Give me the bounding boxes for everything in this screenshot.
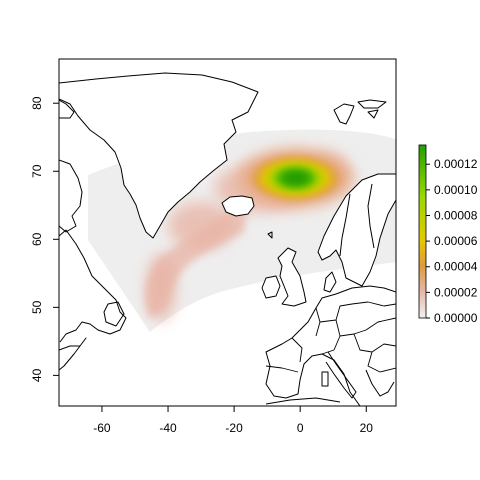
europe-outline [265, 285, 396, 406]
legend-tick-label: 0.00006 [434, 234, 478, 248]
y-axis: 40 50 60 70 80 [30, 96, 59, 382]
x-axis: -60 -40 -20 0 20 [93, 406, 373, 435]
norway-sweden-border [339, 193, 351, 257]
baffin-outline [59, 159, 83, 233]
denmark-outline [323, 271, 337, 293]
y-tick-label: 80 [30, 96, 44, 110]
iceland-outline [221, 195, 255, 217]
x-tick-label: -20 [225, 421, 243, 435]
y-tick-label: 50 [30, 300, 44, 314]
italy-outline [325, 351, 357, 399]
x-tick-label: 0 [297, 421, 304, 435]
finland-border [367, 183, 375, 249]
legend-ticks: 0.00000 0.00002 0.00004 0.00006 0.00008 0.000… [426, 157, 478, 325]
svalbard-outline [333, 103, 355, 125]
legend-tick-label: 0.00008 [434, 208, 478, 222]
x-tick-label: -40 [159, 421, 177, 435]
density-tail [145, 190, 250, 318]
legend-tick-label: 0.00002 [434, 285, 478, 299]
y-tick-label: 70 [30, 164, 44, 178]
legend-colorbar [418, 144, 427, 319]
labrador-outline [59, 229, 127, 343]
north-island-outline [367, 109, 379, 119]
x-tick-label: 20 [360, 421, 374, 435]
britain-outline [277, 247, 307, 307]
newfoundland-outline [103, 301, 125, 327]
balkans-outline [365, 369, 395, 397]
ireland-outline [261, 275, 281, 299]
faroe-outline [267, 231, 273, 239]
legend-tick-label: 0.00010 [434, 183, 478, 197]
scandinavia-outline [317, 173, 396, 287]
x-tick-label: -60 [93, 421, 111, 435]
legend-tick-label: 0.00012 [434, 157, 478, 171]
density-layers [145, 148, 354, 321]
franz-josef-outline [357, 99, 387, 109]
density-peak-ring [282, 171, 309, 186]
legend-tick-label: 0.00004 [434, 260, 478, 274]
y-tick-label: 40 [30, 368, 44, 382]
canada-east-outline [59, 337, 87, 371]
legend: 0.00000 0.00002 0.00004 0.00006 0.00008 0.000… [418, 144, 478, 325]
y-tick-label: 60 [30, 232, 44, 246]
plot-frame [58, 58, 397, 407]
ellesmere-outline [59, 99, 75, 119]
africa-coast [265, 397, 341, 405]
legend-tick-label: 0.00000 [434, 311, 478, 325]
sardinia-outline [321, 371, 329, 387]
greenland-outline [59, 72, 259, 239]
coastlines [59, 72, 396, 406]
country-borders [265, 301, 396, 373]
